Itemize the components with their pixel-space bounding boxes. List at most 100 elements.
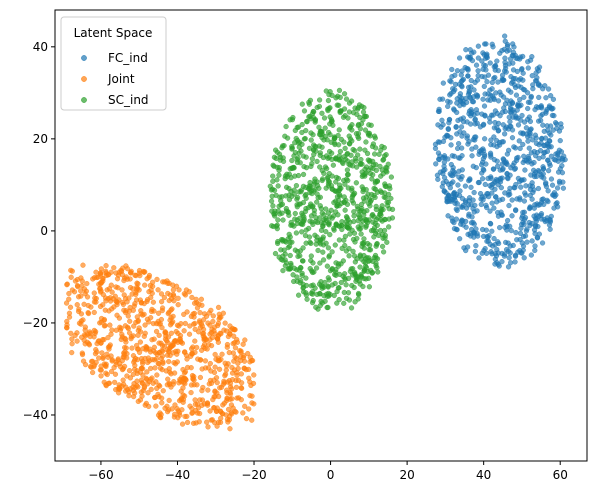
point-FC_ind	[527, 222, 533, 228]
point-FC_ind	[466, 89, 472, 96]
x-tick-label: 0	[327, 468, 335, 482]
point-Joint	[137, 339, 143, 345]
point-FC_ind	[456, 141, 462, 147]
point-Joint	[245, 350, 251, 357]
point-FC_ind	[499, 139, 505, 145]
point-Joint	[116, 315, 122, 321]
point-Joint	[174, 359, 180, 365]
point-Joint	[98, 340, 104, 346]
point-Joint	[178, 339, 184, 345]
point-FC_ind	[483, 250, 490, 256]
point-SC_ind	[318, 220, 324, 226]
point-FC_ind	[512, 259, 518, 265]
point-SC_ind	[348, 305, 355, 311]
point-FC_ind	[529, 73, 535, 79]
point-SC_ind	[267, 183, 273, 189]
point-Joint	[202, 365, 209, 371]
point-FC_ind	[450, 179, 456, 185]
point-FC_ind	[508, 110, 514, 116]
point-FC_ind	[457, 188, 463, 194]
point-Joint	[182, 369, 189, 375]
point-FC_ind	[560, 185, 566, 191]
point-Joint	[188, 365, 194, 371]
point-Joint	[201, 337, 207, 343]
point-Joint	[150, 320, 156, 327]
point-FC_ind	[441, 188, 447, 195]
point-SC_ind	[337, 148, 343, 155]
point-SC_ind	[308, 283, 314, 289]
point-Joint	[141, 385, 147, 391]
point-FC_ind	[486, 193, 492, 200]
point-Joint	[159, 308, 165, 314]
point-FC_ind	[495, 79, 501, 85]
point-Joint	[156, 394, 162, 400]
point-SC_ind	[324, 263, 330, 269]
point-Joint	[68, 274, 74, 280]
point-FC_ind	[480, 96, 486, 102]
point-FC_ind	[536, 68, 542, 74]
point-FC_ind	[511, 44, 517, 50]
point-FC_ind	[469, 153, 475, 159]
point-SC_ind	[299, 141, 305, 147]
point-Joint	[138, 365, 145, 371]
point-Joint	[165, 339, 171, 346]
point-Joint	[229, 396, 235, 402]
point-Joint	[80, 262, 86, 268]
point-Joint	[134, 342, 140, 349]
point-FC_ind	[509, 135, 516, 141]
point-SC_ind	[317, 150, 323, 156]
point-SC_ind	[311, 207, 318, 213]
point-SC_ind	[300, 281, 306, 287]
point-Joint	[66, 296, 72, 302]
point-FC_ind	[497, 167, 503, 173]
point-FC_ind	[486, 233, 492, 239]
point-Joint	[134, 378, 140, 384]
point-SC_ind	[324, 304, 330, 311]
point-FC_ind	[474, 110, 480, 116]
point-Joint	[171, 293, 177, 299]
point-SC_ind	[347, 125, 353, 131]
point-SC_ind	[327, 105, 333, 111]
point-Joint	[136, 325, 142, 331]
point-FC_ind	[512, 253, 519, 259]
point-SC_ind	[333, 95, 339, 101]
point-FC_ind	[488, 152, 494, 158]
point-SC_ind	[286, 231, 292, 237]
point-FC_ind	[517, 230, 524, 237]
point-FC_ind	[531, 227, 538, 233]
point-Joint	[97, 303, 104, 310]
point-FC_ind	[470, 206, 476, 212]
point-FC_ind	[539, 240, 546, 246]
point-Joint	[165, 290, 171, 297]
point-Joint	[96, 355, 102, 361]
point-SC_ind	[294, 278, 300, 284]
point-SC_ind	[363, 139, 369, 145]
point-Joint	[176, 323, 182, 329]
point-SC_ind	[362, 260, 369, 266]
point-SC_ind	[388, 195, 394, 202]
point-FC_ind	[529, 161, 535, 167]
point-SC_ind	[372, 151, 378, 157]
point-SC_ind	[358, 231, 364, 237]
point-SC_ind	[320, 257, 327, 263]
point-SC_ind	[341, 289, 347, 296]
point-SC_ind	[323, 229, 329, 235]
point-FC_ind	[442, 167, 448, 173]
point-FC_ind	[506, 114, 512, 120]
point-Joint	[240, 410, 246, 416]
point-SC_ind	[351, 230, 358, 236]
series-Joint	[63, 262, 257, 432]
point-Joint	[84, 281, 90, 287]
point-SC_ind	[301, 108, 308, 114]
point-Joint	[102, 307, 108, 313]
point-SC_ind	[299, 121, 305, 128]
point-SC_ind	[332, 242, 338, 248]
point-SC_ind	[276, 203, 282, 209]
point-SC_ind	[291, 187, 297, 193]
point-SC_ind	[280, 268, 286, 274]
point-Joint	[180, 392, 186, 398]
point-FC_ind	[465, 54, 471, 60]
point-Joint	[130, 371, 136, 378]
point-SC_ind	[330, 162, 336, 168]
point-Joint	[94, 349, 100, 355]
